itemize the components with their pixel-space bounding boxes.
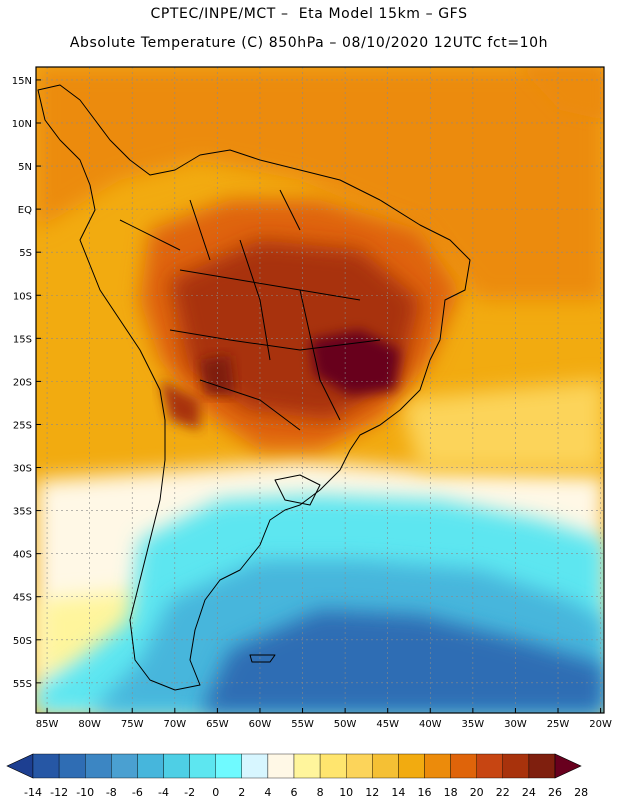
colorbar-label: 2 xyxy=(238,786,245,799)
colorbar-label: -14 xyxy=(24,786,42,799)
longitude-label: 20W xyxy=(589,719,612,730)
colorbar-label: 10 xyxy=(339,786,353,799)
field-se-yellow xyxy=(400,380,604,470)
latitude-label: 45S xyxy=(13,593,32,604)
colorbar-swatch xyxy=(476,753,504,779)
colorbar-swatch xyxy=(189,753,216,779)
colorbar-swatch xyxy=(346,753,373,779)
colorbar-label: 4 xyxy=(264,786,271,799)
colorbar-label: 0 xyxy=(212,786,219,799)
longitude-label: 75W xyxy=(121,719,144,730)
colorbar-right-arrow xyxy=(554,753,582,779)
map-title-variable: Absolute Temperature (C) 850hPa – 08/10/… xyxy=(69,35,549,51)
colorbar-label: 24 xyxy=(522,786,536,799)
colorbar-swatch xyxy=(111,753,138,779)
colorbar-swatch xyxy=(372,753,399,779)
falklands xyxy=(249,654,276,663)
colorbar-swatch xyxy=(450,753,477,779)
colorbar-label: -6 xyxy=(132,786,143,799)
field-ne-patch xyxy=(520,67,604,120)
colorbar-label: 12 xyxy=(365,786,379,799)
latitude-label: 20S xyxy=(13,377,32,388)
colorbar-swatch xyxy=(424,753,451,779)
colorbar-swatch xyxy=(84,753,112,779)
longitude-label: 85W xyxy=(36,719,59,730)
colorbar-label: 8 xyxy=(317,786,324,799)
colorbar-label: -8 xyxy=(106,786,117,799)
colorbar-swatch xyxy=(32,753,60,779)
country-borders xyxy=(119,189,381,431)
colorbar-swatch xyxy=(528,753,556,779)
colorbar-swatch xyxy=(215,753,242,779)
latitude-label: 55S xyxy=(13,679,32,690)
longitude-label: 40W xyxy=(419,719,442,730)
colorbar-swatch xyxy=(267,753,295,779)
longitude-label: 70W xyxy=(163,719,186,730)
colorbar-label: 14 xyxy=(391,786,405,799)
colorbar-label: -4 xyxy=(158,786,169,799)
colorbar-swatch xyxy=(293,753,321,779)
latitude-label: 50S xyxy=(13,636,32,647)
temperature-field xyxy=(36,67,604,713)
map-title-source: CPTEC/INPE/MCT – Eta Model 15km – GFS xyxy=(150,6,468,22)
colorbar-label: 20 xyxy=(470,786,484,799)
latitude-label: 30S xyxy=(13,464,32,475)
field-north-warm xyxy=(36,67,604,300)
colorbar-swatch xyxy=(241,753,269,779)
colorbar-swatch xyxy=(137,753,164,779)
south-america-outline xyxy=(37,84,471,691)
longitude-label: 45W xyxy=(376,719,399,730)
latitude-label: 15N xyxy=(12,76,32,87)
field-sw-yellow xyxy=(40,590,150,680)
colorbar-label: 16 xyxy=(418,786,432,799)
longitude-label: 50W xyxy=(334,719,357,730)
latitude-label: EQ xyxy=(18,205,32,216)
latitude-label: 25S xyxy=(13,420,32,431)
field-hotspot-3 xyxy=(160,380,200,430)
colorbar-swatch xyxy=(398,753,425,779)
longitude-label: 65W xyxy=(206,719,229,730)
latitude-label: 5N xyxy=(18,162,32,173)
colorbar-label: 22 xyxy=(496,786,510,799)
colorbar-swatch xyxy=(319,753,347,779)
colorbar-label: -2 xyxy=(184,786,195,799)
longitude-label: 35W xyxy=(462,719,485,730)
colorbar-left-arrow xyxy=(6,753,34,779)
longitude-label: 25W xyxy=(547,719,570,730)
colorbar-swatch xyxy=(502,753,530,779)
colorbar-label: 6 xyxy=(291,786,298,799)
colorbar-swatch xyxy=(163,753,190,779)
longitude-label: 60W xyxy=(249,719,272,730)
colorbar-label: 18 xyxy=(444,786,458,799)
latitude-label: 10N xyxy=(12,119,32,130)
colorbar-label: -12 xyxy=(50,786,68,799)
latitude-label: 40S xyxy=(13,550,32,561)
longitude-labels: 85W 80W 75W 70W 65W 60W 55W 50W 45W 40W 35W 30W 25W 2… xyxy=(36,708,612,730)
colorbar-label: 26 xyxy=(548,786,562,799)
latitude-label: 35S xyxy=(13,507,32,518)
longitude-label: 30W xyxy=(504,719,527,730)
coastlines xyxy=(37,84,471,691)
longitude-label: 80W xyxy=(78,719,101,730)
plot-frame xyxy=(35,66,605,714)
lake-outline xyxy=(274,474,321,506)
latitude-labels: 15N 10N 5N EQ 5S 10S 15S 20S 25S 30S 35S 40S 45S 50S 5… xyxy=(12,76,41,690)
latitude-label: 5S xyxy=(19,248,32,259)
colorbar-labels: -14 -12 -10 -8 -6 -4 -2 0 2 4 6 8 10 12 14 16 18 20 22 24 26… xyxy=(24,786,588,799)
latitude-label: 15S xyxy=(13,334,32,345)
latitude-label: 10S xyxy=(13,291,32,302)
longitude-label: 55W xyxy=(291,719,314,730)
field-south-deep xyxy=(200,610,604,713)
colorbar-swatch xyxy=(58,753,86,779)
field-hotspot-2 xyxy=(200,355,235,395)
colorbar xyxy=(6,753,582,779)
colorbar-label: 28 xyxy=(574,786,588,799)
colorbar-label: -10 xyxy=(76,786,94,799)
